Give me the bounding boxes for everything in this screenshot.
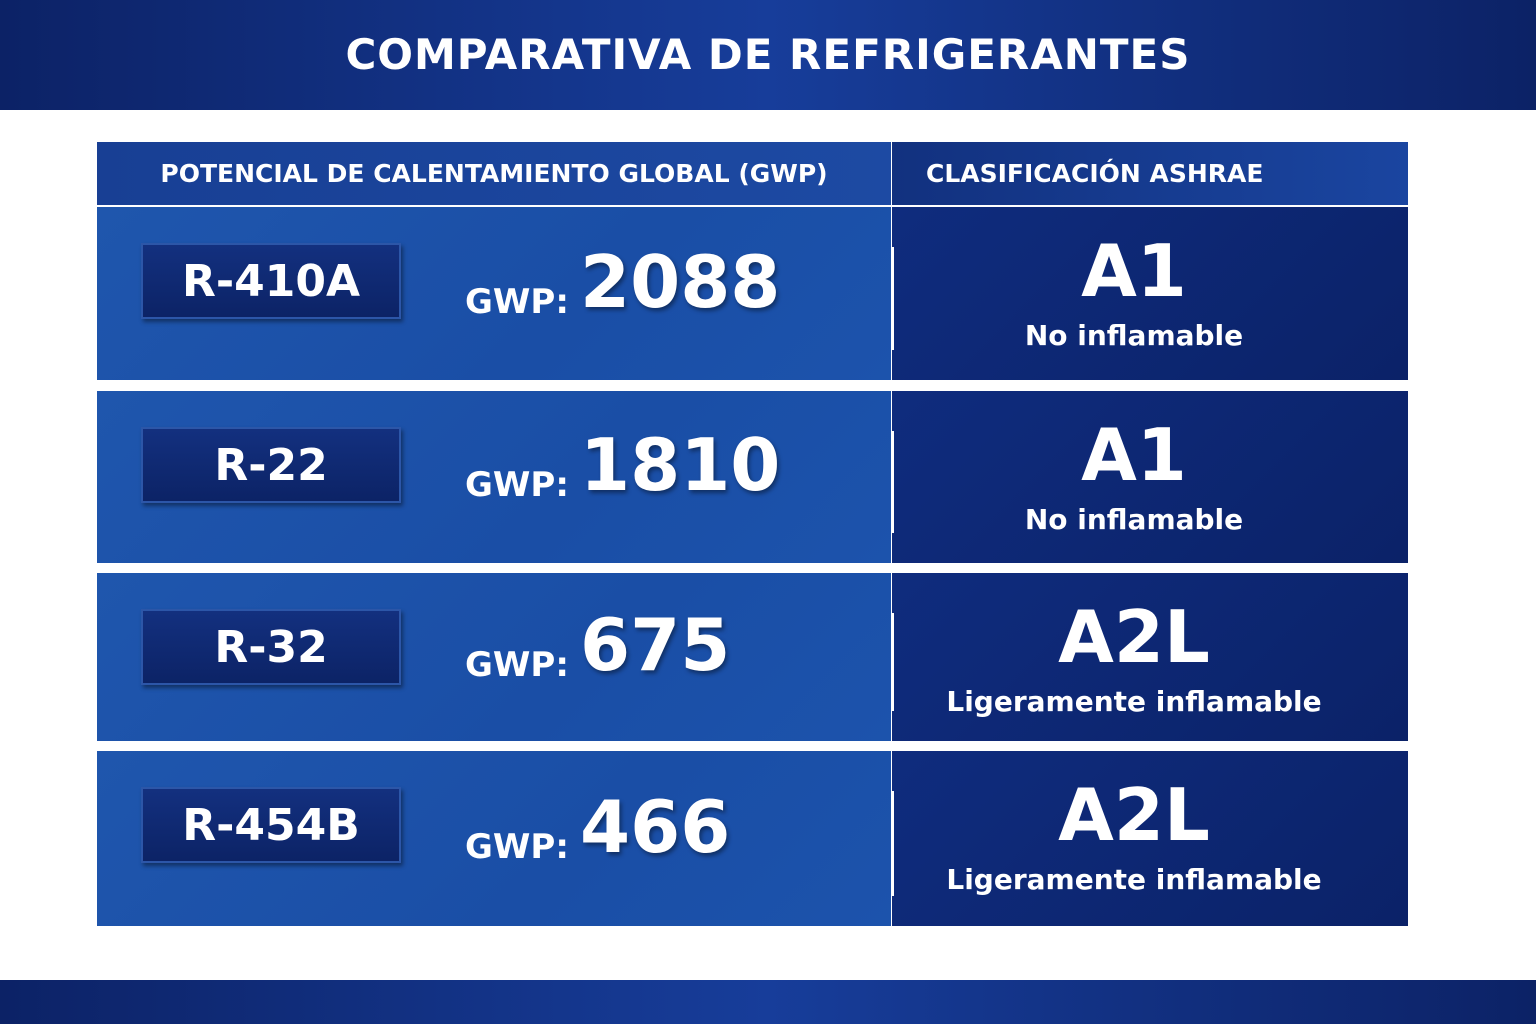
gwp-value: 675 xyxy=(580,603,731,687)
flammability: Ligeramente inflamable xyxy=(946,685,1322,718)
column-header: POTENCIAL DE CALENTAMIENTO GLOBAL (GWP) xyxy=(97,142,891,205)
gwp-label: GWP: xyxy=(465,281,569,322)
refrigerant-name: R-454B xyxy=(141,787,401,863)
ashrae-class: A1 xyxy=(1081,413,1187,497)
gwp-value: 466 xyxy=(580,784,731,869)
top-bar xyxy=(0,0,1536,110)
refrigerant-name: R-22 xyxy=(141,427,401,503)
gwp-label: GWP: xyxy=(465,826,569,867)
row-left: R-32 GWP: 675 xyxy=(97,573,891,741)
ashrae-class: A2L xyxy=(1058,595,1210,679)
gwp-value: 1810 xyxy=(580,423,781,507)
ashrae-class: A1 xyxy=(1081,229,1187,313)
separator xyxy=(892,613,894,711)
row-left: R-22 GWP: 1810 xyxy=(97,391,891,563)
row-left: R-410A GWP: 2088 xyxy=(97,207,891,380)
row-right: A2L Ligeramente inflamable xyxy=(892,573,1408,741)
separator xyxy=(892,247,894,350)
row-right: A2L Ligeramente inflamable xyxy=(892,751,1408,926)
gwp-label: GWP: xyxy=(465,645,569,685)
ashrae-class: A2L xyxy=(1058,773,1210,857)
row-left: R-454B GWP: 466 xyxy=(97,751,891,926)
row-right: A1 No inflamable xyxy=(892,207,1408,380)
flammability: Ligeramente inflamable xyxy=(946,863,1322,896)
separator xyxy=(892,431,894,533)
column-header: CLASIFICACIÓN ASHRAE xyxy=(892,142,1408,205)
gwp-value: 2088 xyxy=(580,239,781,324)
flammability: No inflamable xyxy=(1024,319,1244,352)
refrigerant-name: R-32 xyxy=(141,609,401,685)
refrigerant-name: R-410A xyxy=(141,243,401,319)
bottom-bar xyxy=(0,980,1536,1024)
separator xyxy=(892,791,894,896)
gwp-label: GWP: xyxy=(465,465,569,505)
row-right: A1 No inflamable xyxy=(892,391,1408,563)
title: COMPARATIVA DE REFRIGERANTES xyxy=(345,30,1191,79)
flammability: No inflamable xyxy=(1024,503,1244,536)
